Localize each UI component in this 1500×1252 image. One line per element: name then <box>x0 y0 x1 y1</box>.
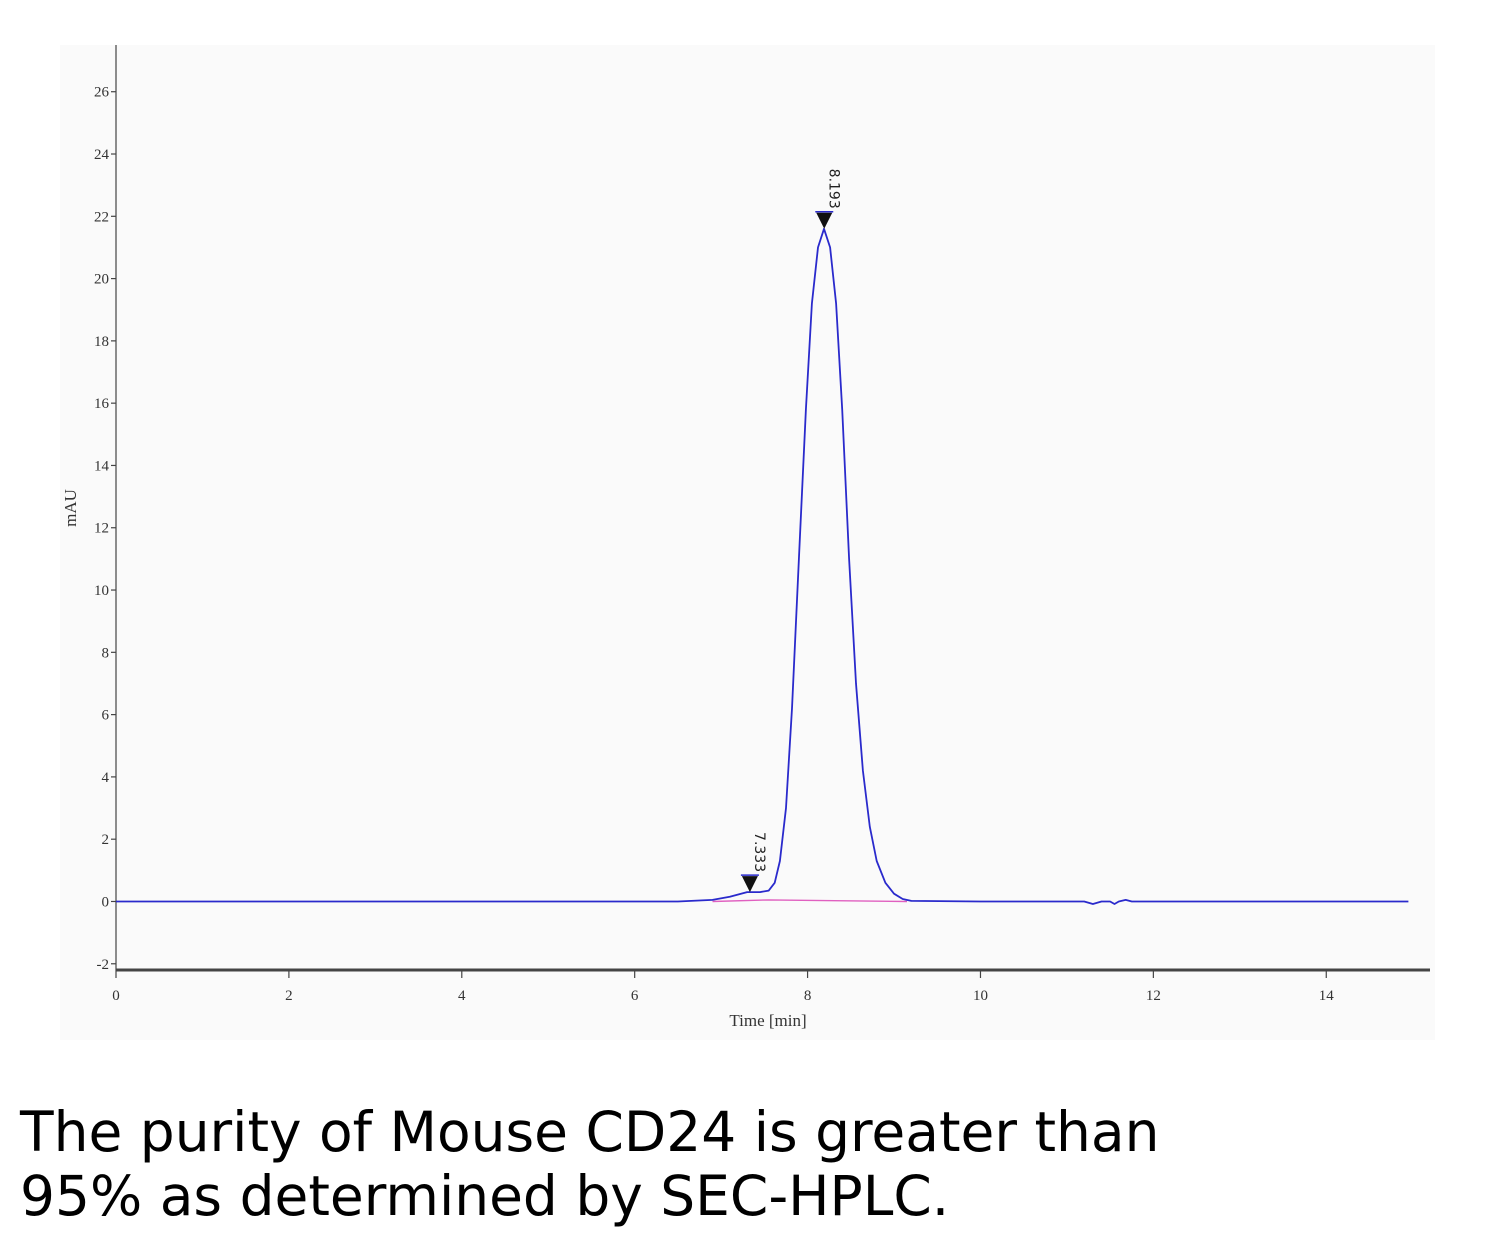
baseline-trace <box>712 899 908 903</box>
x-tick-label: 6 <box>631 988 639 1004</box>
plot-background <box>60 45 1435 1040</box>
x-tick-label: 10 <box>973 988 988 1004</box>
y-tick-label: 26 <box>94 85 110 101</box>
chromatogram-trace <box>116 227 1409 905</box>
y-tick-label: 14 <box>94 458 110 474</box>
peak-label: 8.193 <box>825 169 841 209</box>
chromatogram-chart: -2 0 2 4 6 8 10 12 14 16 18 20 22 24 26 0 2 4 6 8 10 12 14 7.3… <box>60 45 1435 1040</box>
x-tick-label: 12 <box>1146 988 1161 1004</box>
x-tick-label: 0 <box>112 988 120 1004</box>
x-axis-title: Time [min] <box>729 1011 806 1030</box>
peak-marker <box>816 212 833 229</box>
peak-label: 7.333 <box>751 832 767 872</box>
caption-line-1: The purity of Mouse CD24 is greater than <box>20 1100 1160 1164</box>
caption: The purity of Mouse CD24 is greater than… <box>20 1100 1480 1228</box>
y-axis-title: mAU <box>61 489 80 527</box>
peaks-layer: 7.333 8.193 <box>740 169 841 893</box>
y-tick-label: 12 <box>94 521 109 537</box>
x-tick-label: 14 <box>1319 988 1335 1004</box>
y-tick-label: 6 <box>102 708 110 724</box>
y-tick-label: 18 <box>94 334 109 350</box>
x-tick-label: 4 <box>458 988 466 1004</box>
y-tick-label: 20 <box>94 272 109 288</box>
y-tick-label: -2 <box>97 957 110 973</box>
y-tick-label: 16 <box>94 396 110 412</box>
caption-line-2: 95% as determined by SEC-HPLC. <box>20 1164 950 1228</box>
x-tick-label: 8 <box>804 988 812 1004</box>
y-tick-label: 0 <box>102 894 110 910</box>
peak-marker <box>741 876 758 893</box>
x-tick-label: 2 <box>285 988 293 1004</box>
y-tick-label: 10 <box>94 583 109 599</box>
y-tick-label: 2 <box>102 832 110 848</box>
series-layer <box>116 227 1409 905</box>
y-tick-label: 24 <box>94 147 110 163</box>
y-tick-label: 4 <box>102 770 110 786</box>
y-tick-label: 22 <box>94 209 109 225</box>
y-tick-label: 8 <box>102 645 110 661</box>
